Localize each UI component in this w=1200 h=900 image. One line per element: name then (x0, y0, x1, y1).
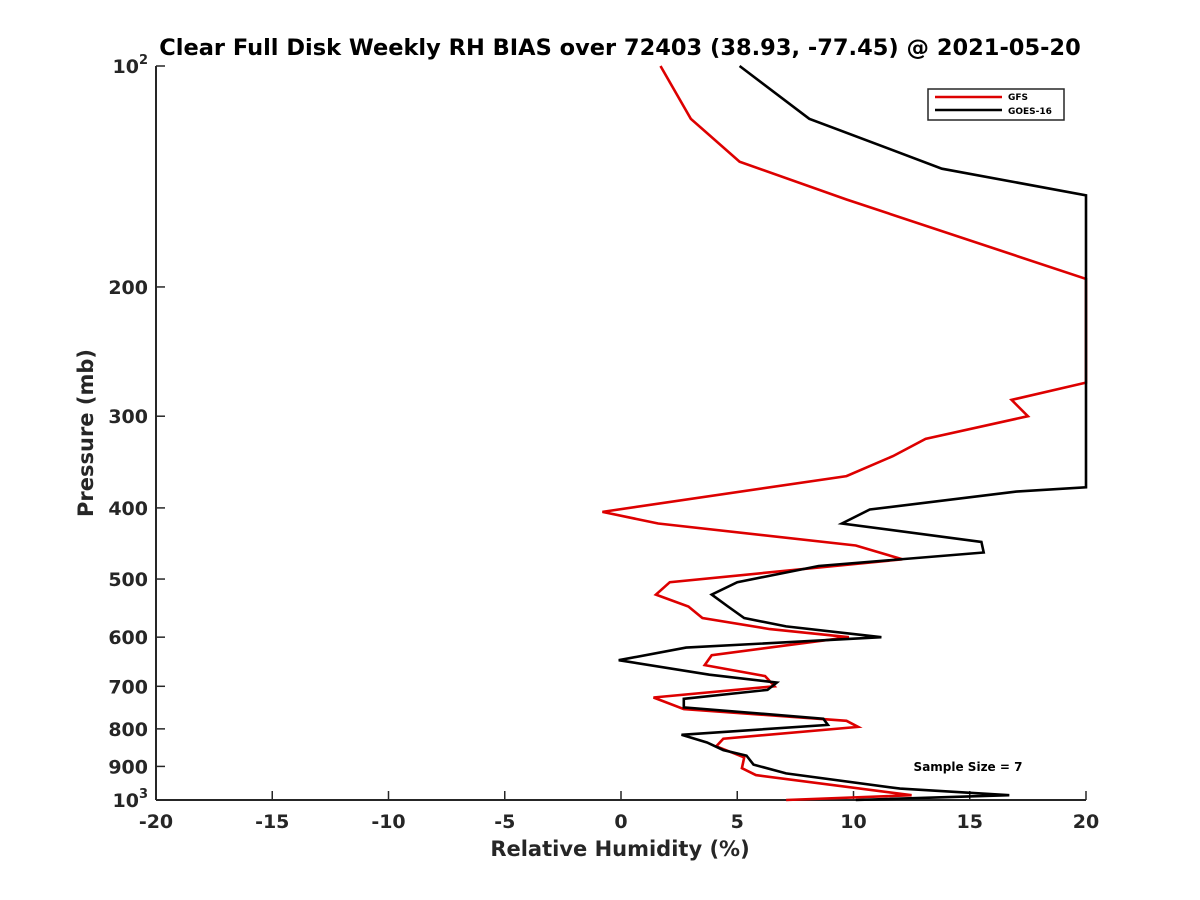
x-tick-label: 10 (840, 811, 866, 833)
y-tick-label: 103 (113, 787, 149, 812)
x-tick-label: -15 (255, 811, 289, 833)
x-tick-label: 20 (1073, 811, 1099, 833)
data-series (602, 64, 1088, 802)
y-tick-label: 700 (108, 676, 148, 698)
x-tick-label: -10 (371, 811, 405, 833)
y-tick-label: 500 (108, 569, 148, 591)
y-tick-label: 800 (108, 719, 148, 741)
legend-box (927, 88, 1065, 121)
series-line-gfs (602, 65, 1088, 802)
x-axis-label: Relative Humidity (%) (490, 837, 749, 861)
y-tick-label: 200 (108, 277, 148, 299)
x-tick-label: -20 (139, 811, 173, 833)
x-tick-label: -5 (494, 811, 515, 833)
legend-label-goes16: GOES-16 (1008, 107, 1052, 117)
sample-size-annotation: Sample Size = 7 (914, 760, 1023, 774)
y-tick-label: 400 (108, 498, 148, 520)
legend-label-gfs: GFS (1008, 93, 1028, 103)
x-tick-label: 0 (614, 811, 627, 833)
y-tick-label: 300 (108, 406, 148, 428)
chart-title: Clear Full Disk Weekly RH BIAS over 7240… (159, 35, 1081, 61)
x-ticks: -20 -15 -10 -5 0 5 10 15 20 (139, 791, 1099, 833)
y-ticks: 102 200 300 400 500 600 700 800 900 103 (108, 53, 165, 812)
y-tick-label: 600 (108, 627, 148, 649)
y-tick-label: 900 (108, 756, 148, 778)
y-axis-label: Pressure (mb) (74, 349, 98, 517)
series-line-goes16 (618, 64, 1088, 802)
x-tick-label: 5 (731, 811, 744, 833)
legend: GFS GOES-16 (927, 88, 1065, 121)
x-tick-label: 15 (957, 811, 983, 833)
y-tick-label: 102 (113, 53, 149, 78)
